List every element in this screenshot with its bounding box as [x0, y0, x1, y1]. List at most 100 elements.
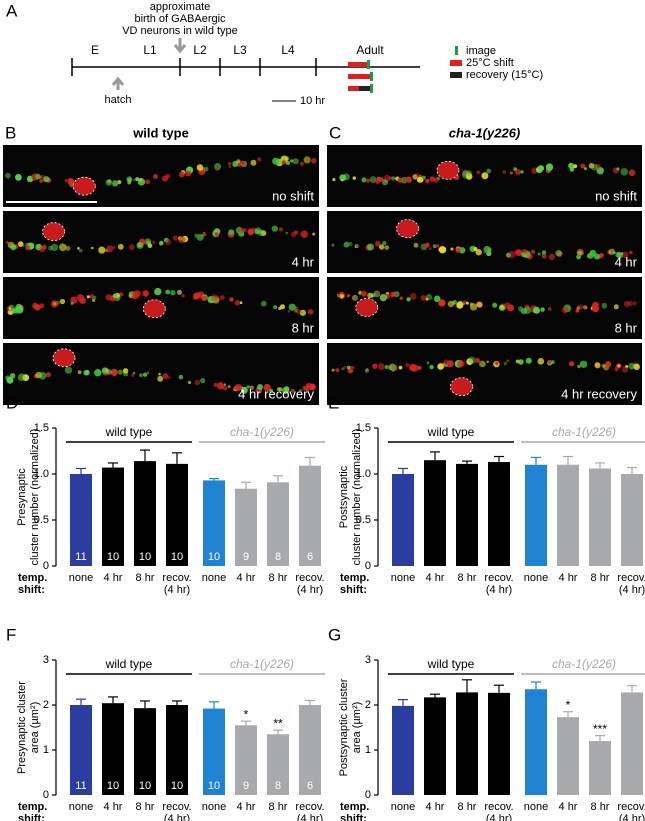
panel-label: G	[328, 625, 341, 644]
bar	[392, 705, 414, 795]
puncta	[476, 170, 481, 175]
fluorescence	[331, 240, 633, 260]
puncta	[290, 388, 295, 393]
puncta	[533, 306, 540, 314]
puncta	[165, 173, 171, 179]
puncta	[194, 233, 199, 238]
row-label: shift:	[340, 584, 367, 596]
x-tick-note: (4 hr)	[486, 584, 512, 596]
shift-bar	[348, 86, 359, 91]
bar	[488, 462, 510, 566]
image-mark	[370, 84, 373, 93]
group-label: wild type	[427, 657, 475, 671]
puncta	[91, 246, 94, 250]
bar	[299, 705, 321, 795]
bar	[589, 468, 611, 566]
puncta	[312, 232, 316, 236]
puncta	[223, 383, 227, 386]
puncta	[261, 300, 267, 307]
puncta	[397, 178, 402, 182]
x-tick-label: recov.	[484, 572, 513, 584]
shift-bar	[348, 74, 370, 79]
y-tick-label: 2	[43, 699, 49, 711]
cell-body	[52, 348, 76, 368]
x-tick-label: none	[69, 572, 93, 584]
y-axis-label: Presynaptic cluster	[16, 681, 28, 774]
image-mark	[367, 60, 370, 69]
puncta	[25, 245, 30, 250]
puncta	[257, 384, 263, 390]
puncta	[59, 243, 67, 252]
puncta	[181, 294, 185, 298]
puncta	[39, 245, 46, 253]
puncta	[167, 376, 171, 379]
puncta	[504, 302, 511, 309]
puncta	[178, 236, 186, 244]
puncta	[311, 158, 317, 164]
puncta	[290, 231, 297, 238]
puncta	[142, 290, 149, 297]
legend-swatch	[450, 60, 462, 66]
puncta	[178, 374, 184, 380]
n-label: 10	[171, 780, 183, 792]
bar	[621, 474, 643, 566]
birth-note: VD neurons in wild type	[122, 25, 238, 37]
puncta	[300, 230, 308, 238]
fluorescence	[336, 290, 637, 315]
puncta	[152, 240, 156, 244]
puncta	[432, 244, 437, 249]
condition-label: no shift	[272, 188, 314, 203]
group-label: wild type	[427, 425, 475, 439]
puncta	[343, 241, 350, 248]
bar	[525, 464, 547, 566]
puncta	[628, 169, 636, 177]
cell-body	[42, 222, 66, 242]
legend-swatch	[455, 46, 458, 55]
x-tick-note: (4 hr)	[164, 813, 190, 821]
x-tick-label: 8 hr	[458, 801, 477, 813]
puncta	[506, 359, 510, 363]
puncta	[64, 178, 68, 183]
puncta	[420, 295, 427, 301]
cell-body	[450, 377, 473, 397]
puncta	[410, 293, 417, 300]
puncta	[360, 290, 367, 297]
puncta	[278, 306, 282, 310]
panel-label: B	[5, 123, 16, 142]
puncta	[220, 295, 225, 300]
puncta	[177, 289, 182, 295]
puncta	[367, 243, 375, 251]
puncta	[129, 291, 132, 295]
row-label: shift:	[340, 813, 367, 821]
puncta	[520, 252, 526, 257]
bar	[299, 465, 321, 566]
puncta	[346, 365, 351, 370]
condition-label: 4 hr recovery	[238, 386, 314, 401]
puncta	[77, 370, 82, 375]
puncta	[569, 166, 575, 172]
puncta	[438, 246, 447, 254]
puncta	[605, 361, 612, 368]
condition-label: 4 hr	[615, 254, 638, 269]
puncta	[391, 176, 396, 181]
puncta	[509, 171, 513, 175]
puncta	[146, 371, 150, 375]
puncta	[540, 307, 545, 312]
y-tick-label: 1	[365, 744, 371, 756]
y-tick-label: 1	[43, 744, 49, 756]
x-tick-note: (4 hr)	[297, 813, 323, 821]
puncta	[433, 295, 441, 303]
y-tick-label: 0.5	[356, 514, 371, 526]
legend-label: image	[466, 45, 496, 57]
puncta	[217, 381, 224, 388]
condition-label: 4 hr	[292, 254, 315, 269]
puncta	[601, 302, 608, 309]
row-label: shift:	[18, 584, 45, 596]
y-axis-label: area (µm²)	[29, 702, 41, 754]
puncta	[545, 163, 554, 171]
puncta	[406, 297, 411, 302]
puncta	[240, 161, 245, 165]
x-tick-label: 4 hr	[559, 801, 578, 813]
puncta	[500, 307, 504, 311]
